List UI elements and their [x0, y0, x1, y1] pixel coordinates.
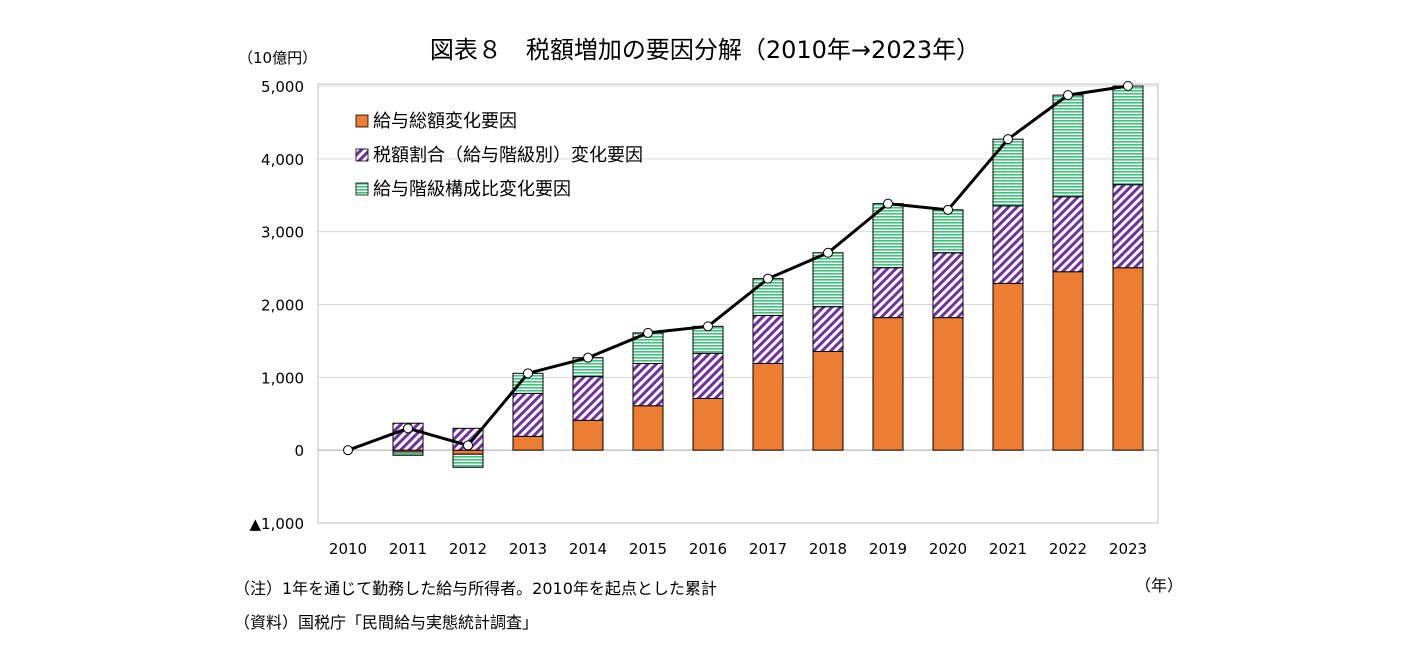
y-tick-label: 2,000: [261, 297, 304, 315]
total-point-2010: [343, 445, 353, 456]
y-tick-label: 1,000: [261, 369, 304, 387]
x-tick-label: 2011: [389, 540, 427, 558]
total-point-2012: [463, 440, 473, 451]
bar-segment-2020-1: [932, 252, 964, 319]
bar-segment-2015-1: [632, 362, 664, 407]
total-point-2017: [763, 273, 773, 284]
legend-label: 税額割合（給与階級別）変化要因: [373, 145, 643, 166]
bar-segment-2019-0: [872, 317, 904, 451]
bar-segment-2021-1: [992, 205, 1024, 284]
x-tick-label: 2014: [569, 540, 607, 558]
x-tick-label: 2017: [749, 540, 787, 558]
bar-segment-2013-0: [512, 435, 544, 451]
bar-segment-2015-0: [632, 405, 664, 451]
bar-segment-2018-0: [812, 350, 844, 451]
y-tick-label: 5,000: [261, 78, 304, 96]
y-axis-unit-label: （10億円）: [238, 49, 318, 67]
x-tick-label: 2020: [929, 540, 967, 558]
total-point-2016: [703, 321, 713, 332]
bar-segment-2016-0: [692, 397, 724, 451]
y-tick-label: 4,000: [261, 151, 304, 169]
total-point-2021: [1003, 134, 1013, 145]
bar-segment-2017-1: [752, 314, 784, 364]
x-tick-label: 2016: [689, 540, 727, 558]
chart-title: 図表８ 税額増加の要因分解（2010年→2023年）: [429, 36, 981, 64]
legend-label: 給与総額変化要因: [373, 111, 517, 132]
y-tick-label: 3,000: [261, 224, 304, 242]
bar-segment-2023-1: [1112, 184, 1144, 269]
legend-swatch: [355, 148, 369, 162]
total-point-2011: [403, 423, 413, 434]
bar-segment-2016-1: [692, 352, 724, 399]
total-point-2019: [883, 198, 893, 209]
chart-note: （注）1年を通じて勤務した給与所得者。2010年を起点とした累計: [234, 579, 717, 598]
legend-swatch: [355, 182, 369, 196]
x-tick-label: 2015: [629, 540, 667, 558]
bar-segment-2020-2: [932, 209, 964, 254]
bar-segment-2019-2: [872, 203, 904, 269]
x-tick-label: 2018: [809, 540, 847, 558]
total-point-2018: [823, 247, 833, 258]
bar-segment-2017-0: [752, 362, 784, 451]
bar-segment-2019-1: [872, 267, 904, 319]
bar-segment-2021-0: [992, 282, 1024, 451]
bar-segment-2012-0: [452, 449, 484, 455]
x-tick-label: 2010: [329, 540, 367, 558]
y-tick-label: ▲1,000: [250, 515, 304, 533]
chart-source: （資料）国税庁「民間給与実態統計調査」: [234, 613, 539, 632]
x-tick-label: 2019: [869, 540, 907, 558]
total-point-2013: [523, 368, 533, 379]
total-point-2014: [583, 352, 593, 363]
bar-segment-2022-1: [1052, 196, 1084, 273]
bar-segment-2018-2: [812, 252, 844, 308]
bar-segment-2018-1: [812, 306, 844, 352]
x-axis-unit-label: （年）: [1135, 576, 1184, 595]
bar-segment-2014-0: [572, 419, 604, 451]
legend-label: 給与階級構成比変化要因: [373, 179, 571, 200]
bar-segment-2022-2: [1052, 94, 1084, 198]
bar-segment-2022-0: [1052, 271, 1084, 451]
total-line: [347, 84, 1129, 452]
x-tick-label: 2021: [989, 540, 1027, 558]
total-point-2022: [1063, 90, 1073, 101]
bar-segment-2023-2: [1112, 85, 1144, 186]
bar-segment-2020-0: [932, 317, 964, 451]
bar-segment-2017-2: [752, 278, 784, 316]
bar-segment-2013-1: [512, 392, 544, 437]
x-tick-label: 2012: [449, 540, 487, 558]
y-tick-label: 0: [294, 442, 304, 460]
bar-segment-2014-1: [572, 376, 604, 421]
total-point-2023: [1123, 81, 1133, 91]
bar-segment-2023-0: [1112, 267, 1144, 451]
plot-area-border: [317, 83, 1159, 524]
x-tick-label: 2013: [509, 540, 547, 558]
legend-swatch: [355, 114, 369, 128]
total-point-2015: [643, 327, 653, 338]
bar-segment-2021-2: [992, 138, 1024, 207]
x-tick-label: 2023: [1109, 540, 1147, 558]
x-tick-label: 2022: [1049, 540, 1087, 558]
total-point-2020: [943, 204, 953, 215]
bar-segment-2011-2: [392, 451, 424, 456]
bar-segment-2012-2: [452, 453, 484, 468]
